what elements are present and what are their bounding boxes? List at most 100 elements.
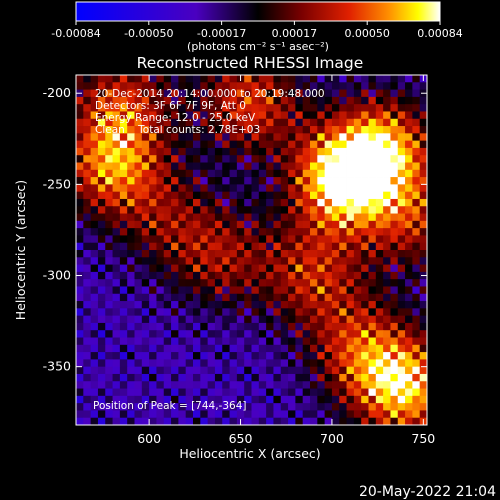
heatmap-cell <box>310 96 318 105</box>
heatmap-cell <box>310 359 318 368</box>
heatmap-cell <box>214 344 223 353</box>
heatmap-cell <box>112 257 121 265</box>
heatmap-cell <box>397 162 406 171</box>
heatmap-cell <box>178 96 187 105</box>
heatmap-cell <box>141 111 150 120</box>
heatmap-cell <box>149 184 157 193</box>
heatmap-cell <box>251 395 260 404</box>
heatmap-cell <box>302 315 311 324</box>
heatmap-cell <box>178 220 187 229</box>
heatmap-cell <box>331 403 340 411</box>
heatmap-cell <box>207 96 216 105</box>
heatmap-cell <box>229 395 238 404</box>
heatmap-cell <box>83 206 92 214</box>
heatmap-cell <box>258 75 267 83</box>
heatmap-cell <box>397 359 406 368</box>
heatmap-cell <box>339 228 347 236</box>
heatmap-cell <box>266 279 274 287</box>
heatmap-cell <box>105 250 113 258</box>
heatmap-cell <box>185 198 194 207</box>
heatmap-cell <box>302 177 311 185</box>
heatmap-cell <box>112 111 121 120</box>
heatmap-cell <box>134 359 143 368</box>
heatmap-cell <box>185 162 194 171</box>
heatmap-cell <box>251 330 260 338</box>
heatmap-cell <box>112 177 121 185</box>
heatmap-cell <box>383 315 391 324</box>
heatmap-cell <box>295 126 304 134</box>
heatmap-cell <box>200 388 209 397</box>
heatmap-cell <box>273 126 282 134</box>
heatmap-cell <box>317 403 326 411</box>
heatmap-cell <box>302 250 311 258</box>
heatmap-cell <box>214 147 223 156</box>
heatmap-cell <box>193 257 201 265</box>
heatmap-cell <box>302 184 311 193</box>
heatmap-cell <box>90 264 99 273</box>
heatmap-cell <box>244 104 252 112</box>
heatmap-cell <box>324 330 333 338</box>
heatmap-cell <box>324 75 333 83</box>
heatmap-cell <box>141 191 150 200</box>
heatmap-cell <box>163 381 172 389</box>
heatmap-cell <box>397 381 406 389</box>
heatmap-cell <box>185 264 194 273</box>
heatmap-cell <box>207 264 216 273</box>
heatmap-cell <box>288 366 296 375</box>
heatmap-cell <box>266 344 274 353</box>
heatmap-cell <box>324 286 333 295</box>
heatmap-cell <box>134 220 143 229</box>
heatmap-cell <box>90 133 99 142</box>
heatmap-cell <box>375 395 384 404</box>
heatmap-cell <box>105 293 113 302</box>
heatmap-cell <box>222 140 230 149</box>
heatmap-cell <box>258 279 267 287</box>
heatmap-cell <box>288 250 296 258</box>
heatmap-cell <box>200 395 209 404</box>
heatmap-cell <box>112 293 121 302</box>
heatmap-cell <box>251 228 260 236</box>
heatmap-cell <box>214 82 223 90</box>
heatmap-cell <box>200 322 209 331</box>
heatmap-cell <box>229 373 238 382</box>
heatmap-cell <box>412 235 421 244</box>
heatmap-cell <box>361 279 369 287</box>
heatmap-cell <box>346 388 355 397</box>
heatmap-cell <box>163 118 172 127</box>
heatmap-cell <box>97 220 106 229</box>
heatmap-cell <box>229 308 238 317</box>
heatmap-cell <box>302 264 311 273</box>
heatmap-cell <box>280 155 289 163</box>
heatmap-cell <box>361 75 369 83</box>
heatmap-cell <box>76 235 84 244</box>
heatmap-cell <box>273 169 282 178</box>
heatmap-cell <box>280 191 289 200</box>
heatmap-cell <box>317 352 326 360</box>
heatmap-cell <box>295 257 304 265</box>
heatmap-cell <box>397 250 406 258</box>
heatmap-cell <box>193 308 201 317</box>
heatmap-cell <box>236 184 245 193</box>
heatmap-cell <box>141 75 150 83</box>
heatmap-cell <box>105 206 113 214</box>
heatmap-cell <box>214 257 223 265</box>
heatmap-cell <box>119 388 128 397</box>
heatmap-cell <box>244 293 252 302</box>
heatmap-cell <box>193 140 201 149</box>
heatmap-cell <box>127 308 135 317</box>
heatmap-cell <box>295 162 304 171</box>
heatmap-cell <box>163 279 172 287</box>
heatmap-cell <box>90 162 99 171</box>
heatmap-cell <box>280 177 289 185</box>
heatmap-cell <box>419 111 428 120</box>
heatmap-cell <box>97 111 106 120</box>
heatmap-cell <box>193 388 201 397</box>
heatmap-cell <box>178 293 187 302</box>
heatmap-cell <box>317 96 326 105</box>
heatmap-cell <box>273 206 282 214</box>
heatmap-cell <box>273 308 282 317</box>
heatmap-cell <box>83 279 92 287</box>
x-tick-label: 700 <box>320 431 344 446</box>
heatmap-cell <box>141 352 150 360</box>
heatmap-cell <box>229 344 238 353</box>
